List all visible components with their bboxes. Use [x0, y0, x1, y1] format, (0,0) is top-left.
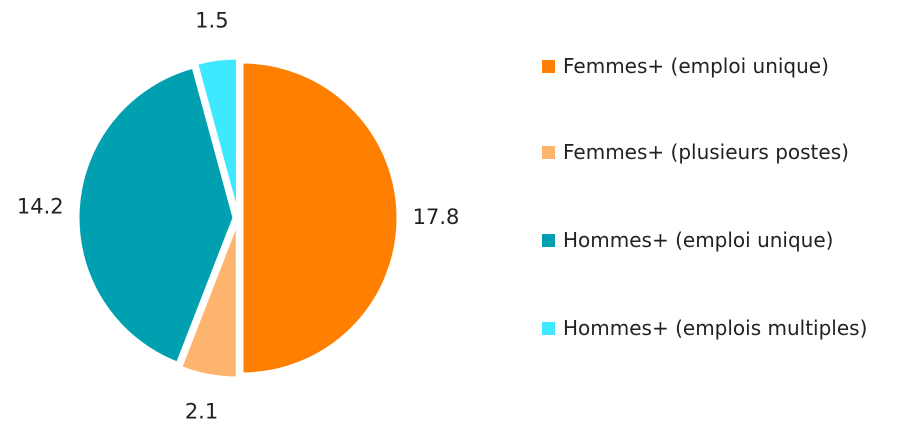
legend-item: Femmes+ (plusieurs postes) — [542, 136, 892, 169]
pie-slice — [178, 221, 239, 380]
legend-item: Femmes+ (emploi unique) — [542, 50, 892, 83]
data-label: 14.2 — [17, 195, 64, 219]
pie-slice — [76, 65, 236, 366]
legend-label: Hommes+ (emploi unique) — [563, 228, 834, 252]
legend-item: Hommes+ (emploi unique) — [542, 224, 892, 257]
data-label: 2.1 — [185, 400, 218, 424]
pie-slice — [194, 56, 239, 215]
legend-label: Femmes+ (plusieurs postes) — [563, 140, 849, 164]
chart: 17.8 2.1 14.2 1.5 — [17, 9, 460, 424]
pie-slice — [240, 60, 400, 376]
legend-swatch — [542, 60, 555, 73]
legend-label: Hommes+ (emplois multiples) — [563, 316, 868, 340]
data-label: 17.8 — [413, 205, 460, 229]
data-label: 1.5 — [195, 9, 228, 33]
legend-swatch — [542, 234, 555, 247]
legend-swatch — [542, 146, 555, 159]
legend-label: Femmes+ (emploi unique) — [563, 54, 829, 78]
legend-swatch — [542, 322, 555, 335]
legend-item: Hommes+ (emplois multiples) — [542, 312, 892, 345]
